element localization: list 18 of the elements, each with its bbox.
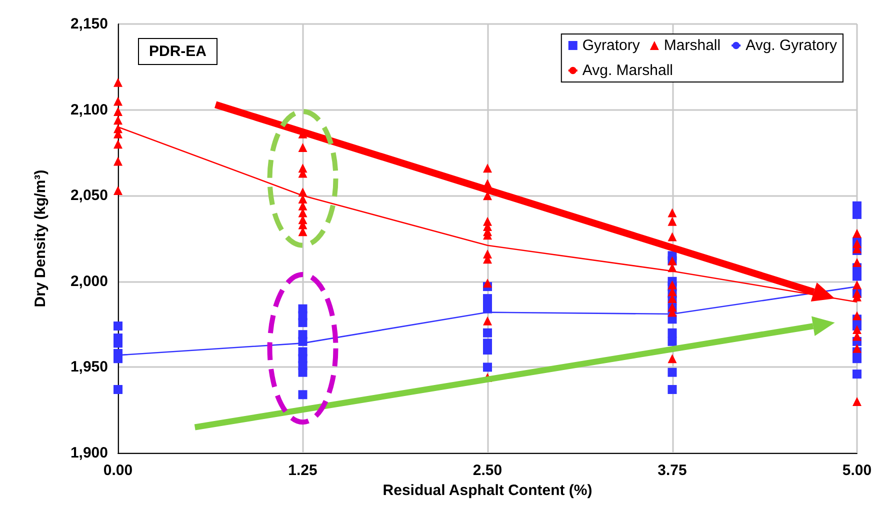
x-tick-label: 0.00 bbox=[103, 462, 133, 479]
y-tick-label: 2,050 bbox=[70, 187, 108, 204]
x-tick-label: 5.00 bbox=[842, 462, 872, 479]
y-tick-label: 2,100 bbox=[70, 101, 108, 118]
y-tick-label: 2,150 bbox=[70, 16, 108, 32]
x-axis-title: Residual Asphalt Content (%) bbox=[382, 482, 592, 499]
y-tick-label: 1,900 bbox=[70, 444, 108, 462]
y-tick-label: 1,950 bbox=[70, 358, 108, 376]
x-tick-label: 2.50 bbox=[472, 462, 502, 479]
legend-label: Avg. Marshall bbox=[582, 62, 673, 79]
annotation: PDR-EA bbox=[149, 43, 207, 60]
y-axis-title: Dry Density (kg/m³) bbox=[32, 170, 49, 308]
x-tick-label: 1.25 bbox=[288, 462, 318, 479]
legend-label: Avg. Gyratory bbox=[746, 37, 838, 54]
x-tick-label: 3.75 bbox=[658, 462, 687, 479]
legend-label: Marshall bbox=[664, 37, 721, 54]
y-tick-label: 2,000 bbox=[70, 272, 108, 290]
legend-label: Gyratory bbox=[582, 37, 640, 54]
